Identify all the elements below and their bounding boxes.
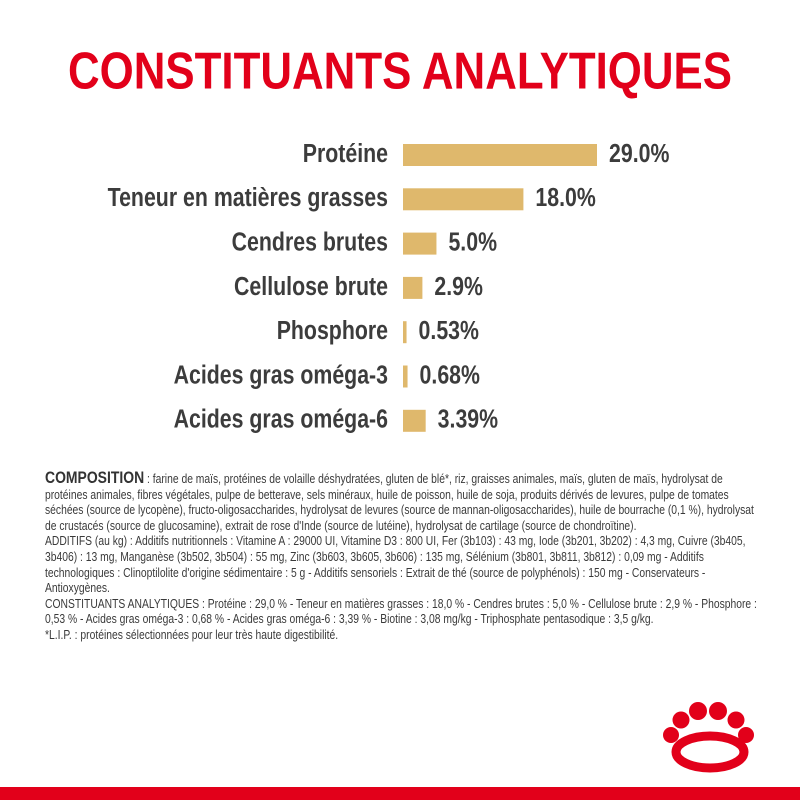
- paragraph-text: *L.I.P. : protéines sélectionnées pour l…: [45, 627, 339, 642]
- value-label: 0.68%: [420, 360, 480, 390]
- category-label: Cendres brutes: [232, 228, 388, 258]
- value-label: 18.0%: [535, 183, 595, 213]
- footer-band: [0, 787, 800, 800]
- paragraph: ADDITIFS (au kg) : Additifs nutritionnel…: [45, 534, 760, 596]
- bar: [403, 409, 426, 432]
- paragraph: *L.I.P. : protéines sélectionnées pour l…: [45, 628, 760, 644]
- paragraph-text: ADDITIFS (au kg) : Additifs nutritionnel…: [45, 534, 746, 596]
- composition: COMPOSITION : farine de maïs, protéines …: [45, 468, 760, 644]
- category-label: Phosphore: [277, 316, 388, 346]
- chart-title: CONSTITUANTS ANALYTIQUES: [68, 43, 732, 101]
- paragraph-text: CONSTITUANTS ANALYTIQUES : Protéine : 29…: [45, 596, 757, 627]
- composition-heading: COMPOSITION: [45, 468, 145, 487]
- bar: [403, 144, 597, 166]
- value-label: 29.0%: [609, 139, 669, 169]
- logo: [663, 702, 754, 773]
- category-label: Cellulose brute: [234, 272, 388, 302]
- bar: [403, 321, 407, 344]
- value-label: 5.0%: [448, 228, 497, 258]
- category-label: Acides gras oméga-3: [174, 360, 388, 390]
- bar: [403, 188, 524, 211]
- paragraph-text: : farine de maïs, protéines de volaille …: [45, 472, 754, 533]
- paragraph: CONSTITUANTS ANALYTIQUES : Protéine : 29…: [45, 597, 760, 628]
- value-label: 3.39%: [438, 405, 498, 435]
- category-label: Teneur en matières grasses: [108, 183, 388, 213]
- value-label: 2.9%: [434, 272, 483, 302]
- paragraph: COMPOSITION : farine de maïs, protéines …: [45, 468, 760, 534]
- bar: [403, 365, 408, 388]
- value-label: 0.53%: [419, 316, 479, 346]
- category-label: Protéine: [303, 139, 388, 169]
- bar: [403, 276, 423, 299]
- category-label: Acides gras oméga-6: [174, 405, 388, 435]
- bar: [403, 232, 437, 255]
